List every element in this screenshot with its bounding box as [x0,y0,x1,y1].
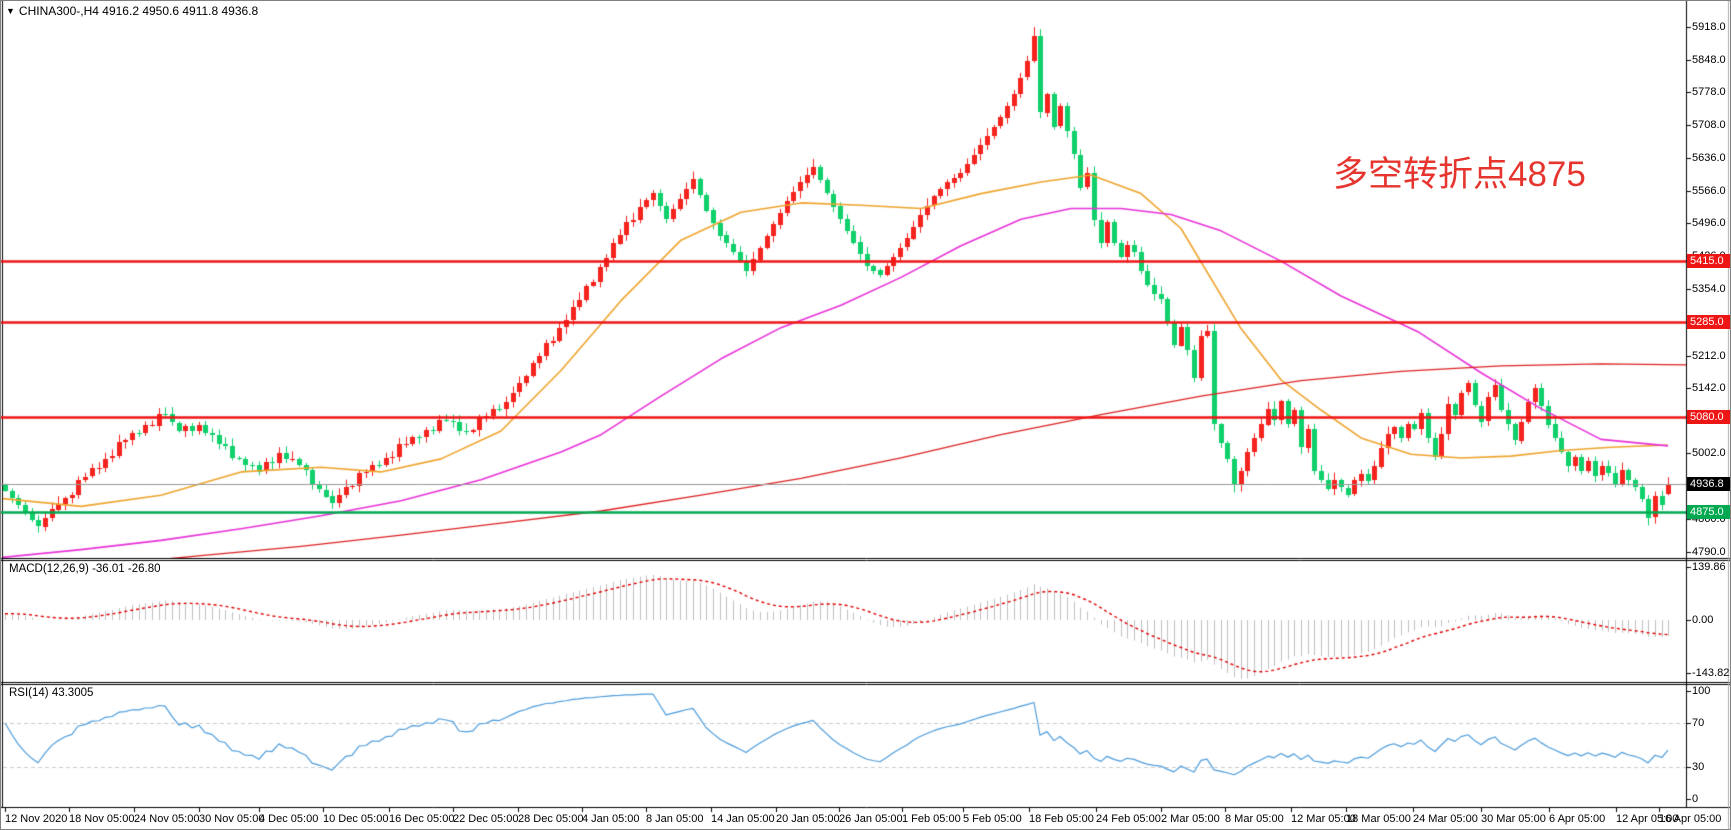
time-tick-label: 4 Jan 05:00 [582,813,640,825]
time-tick-label: 4 Dec 05:00 [259,813,319,825]
macd-tick-label: 139.86 [1692,561,1726,573]
time-tick-label: 24 Feb 05:00 [1096,813,1161,825]
macd-tick-label: 0.00 [1692,614,1714,626]
time-tick-label: 24 Nov 05:00 [134,813,200,825]
time-tick-label: 18 Nov 05:00 [69,813,135,825]
time-tick-label: 8 Mar 05:00 [1225,813,1284,825]
time-tick-label: 1 Feb 05:00 [902,813,961,825]
price-tick-label: 5636.0 [1692,152,1726,165]
price-line-label[interactable]: 5080.0 [1687,410,1730,424]
macd-indicator-label: MACD(12,26,9) -36.01 -26.80 [9,563,161,575]
price-tick-label: 5212.0 [1692,349,1726,362]
time-tick-label: 18 Mar 05:00 [1346,813,1411,825]
price-tick-label: 5708.0 [1692,118,1726,131]
time-tick-label: 5 Feb 05:00 [963,813,1022,825]
time-tick-label: 28 Dec 05:00 [518,813,584,825]
price-tick-label: 5002.0 [1692,447,1726,460]
rsi-tick-label: 0 [1692,793,1699,805]
price-line-label[interactable]: 5415.0 [1687,254,1730,269]
price-line-label[interactable]: 5285.0 [1687,314,1730,329]
price-tick-label: 4790.0 [1692,545,1726,558]
time-tick-label: 12 Apr 05:00 [1616,813,1679,825]
time-tick-label: 10 Dec 05:00 [323,813,389,825]
time-tick-label: 20 Jan 05:00 [776,813,840,825]
annotation-text[interactable]: 多空转折点4875 [1333,155,1586,194]
time-tick-label: 26 Jan 05:00 [839,813,903,825]
time-tick-label: 6 Apr 05:00 [1549,813,1606,825]
price-tick-label: 5142.0 [1692,382,1726,395]
macd-tick-label: -143.82 [1692,667,1730,679]
time-tick-label: 30 Nov 05:00 [199,813,265,825]
time-tick-label: 2 Mar 05:00 [1161,813,1220,825]
time-tick-label: 30 Mar 05:00 [1481,813,1546,825]
price-tick-label: 5354.0 [1692,283,1726,296]
time-tick-label: 22 Dec 05:00 [453,813,519,825]
triangle-down-icon: ▼ [6,6,15,16]
rsi-indicator-label: RSI(14) 43.3005 [9,687,94,699]
price-tick-label: 5848.0 [1692,53,1726,66]
price-tick-label: 5566.0 [1692,184,1726,197]
price-line-label[interactable]: 4936.8 [1687,476,1730,491]
price-tick-label: 5778.0 [1692,86,1726,99]
rsi-tick-label: 100 [1692,685,1711,697]
rsi-tick-label: 30 [1692,761,1705,773]
price-tick-label: 5918.0 [1692,21,1726,33]
time-tick-label: 14 Jan 05:00 [711,813,775,825]
symbol-title: ▼ CHINA300-,H4 4916.2 4950.6 4911.8 4936.… [6,4,258,18]
price-line-label[interactable]: 4875.0 [1687,505,1730,520]
time-tick-label: 18 Feb 05:00 [1029,813,1094,825]
time-tick-label: 8 Jan 05:00 [646,813,704,825]
time-tick-label: 12 Mar 05:00 [1291,813,1356,825]
rsi-tick-label: 70 [1692,717,1705,729]
symbol-title-text: CHINA300-,H4 4916.2 4950.6 4911.8 4936.8 [18,4,259,18]
time-tick-label: 16 Apr 05:00 [1659,813,1722,825]
time-tick-label: 16 Dec 05:00 [389,813,455,825]
time-tick-label: 24 Mar 05:00 [1413,813,1478,825]
price-tick-label: 5496.0 [1692,217,1726,230]
time-tick-label: 12 Nov 2020 [5,813,68,825]
